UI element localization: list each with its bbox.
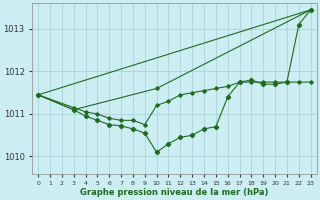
X-axis label: Graphe pression niveau de la mer (hPa): Graphe pression niveau de la mer (hPa) [80, 188, 268, 197]
